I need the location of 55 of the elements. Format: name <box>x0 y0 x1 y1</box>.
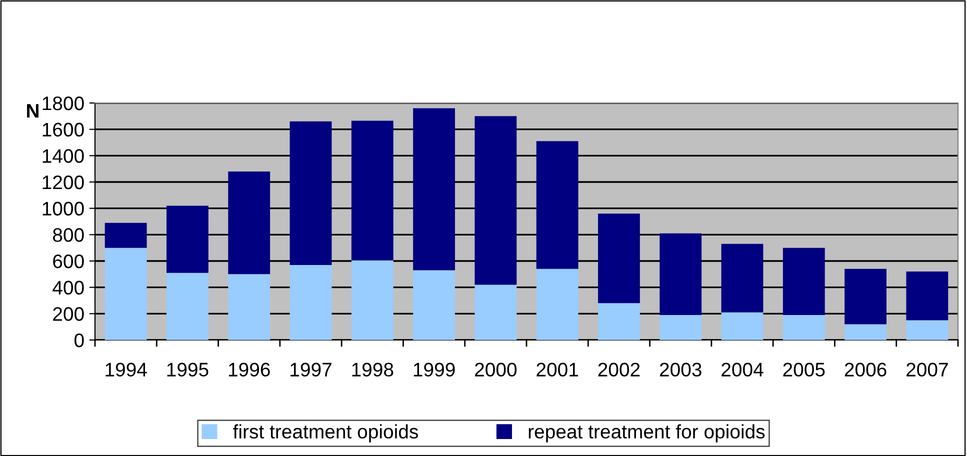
x-tick-label: 2003 <box>660 362 702 377</box>
y-tick-label: 1000 <box>42 202 84 216</box>
bar <box>228 171 270 274</box>
bar <box>166 206 208 273</box>
bar <box>104 222 147 248</box>
y-tick-label: 1600 <box>42 122 84 137</box>
x-tick-label: 1996 <box>228 362 270 377</box>
bar <box>844 324 886 340</box>
bar <box>906 320 948 340</box>
bar <box>782 248 825 315</box>
bar <box>536 141 578 269</box>
y-tick-label: 800 <box>52 228 84 242</box>
bar <box>166 272 208 340</box>
y-tick-label: 600 <box>53 254 84 268</box>
y-axis-title: N <box>27 104 38 118</box>
bar <box>598 303 640 340</box>
bar <box>290 264 332 340</box>
legend-label: repeat treatment for opioids <box>528 424 765 442</box>
bar <box>228 274 270 340</box>
bar <box>351 120 394 260</box>
x-tick-label: 2004 <box>722 362 764 377</box>
y-tick-label: 1200 <box>42 175 84 190</box>
bar <box>721 244 764 312</box>
bar <box>474 284 517 340</box>
bar <box>104 248 147 340</box>
bar <box>290 121 332 265</box>
x-tick-label: 2002 <box>598 362 640 377</box>
bar <box>782 314 825 340</box>
bar <box>660 233 702 315</box>
x-tick-label: 1998 <box>352 362 394 377</box>
x-tick-label: 2007 <box>906 362 948 377</box>
x-tick-label: 1997 <box>290 362 332 377</box>
legend-label: first treatment opioids <box>233 424 418 442</box>
y-tick-label: 0 <box>74 333 84 348</box>
x-tick-label: 2001 <box>536 362 578 377</box>
x-tick-label: 2006 <box>844 362 886 377</box>
bar <box>351 260 394 340</box>
bar <box>721 312 764 340</box>
bar <box>660 314 702 340</box>
bar <box>598 214 640 304</box>
y-tick-label: 400 <box>52 280 84 295</box>
bar <box>536 268 578 340</box>
x-tick-label: 2000 <box>475 362 517 377</box>
x-tick-label: 1995 <box>167 362 208 377</box>
x-tick-label: 1999 <box>414 362 455 377</box>
bar <box>474 116 517 285</box>
x-tick-label: 2005 <box>783 362 825 377</box>
y-tick-label: 1800 <box>42 96 84 110</box>
y-tick-label: 1400 <box>42 149 84 163</box>
x-tick-label: 1994 <box>106 362 147 377</box>
bar <box>413 270 455 340</box>
bar <box>413 108 455 270</box>
y-tick-label: 200 <box>53 307 84 321</box>
bar <box>906 272 948 320</box>
bar <box>844 268 886 324</box>
